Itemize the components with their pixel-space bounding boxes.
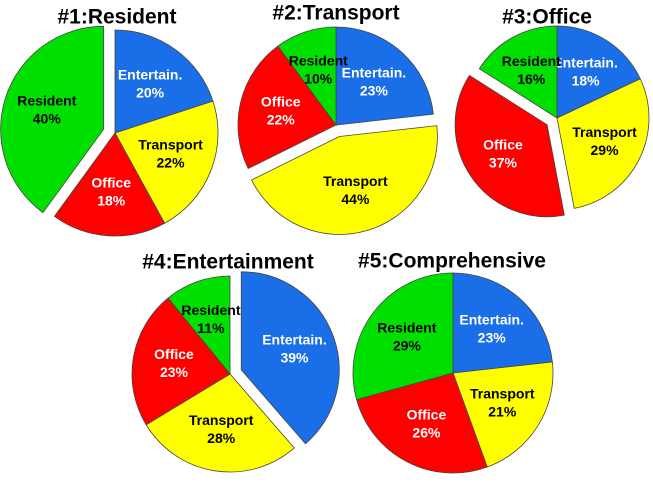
pie-slice <box>145 373 295 473</box>
pie-slice <box>556 25 641 119</box>
slice-value: 23% <box>478 329 507 345</box>
slice-label: Entertain. <box>262 332 327 348</box>
slice-label: Resident <box>181 302 240 318</box>
pie-slice <box>335 26 434 126</box>
pie-slice <box>0 25 104 214</box>
slice-value: 16% <box>517 71 546 87</box>
pie-slice <box>237 45 337 170</box>
slice-label: Resident <box>289 53 348 69</box>
pie-slice <box>114 29 214 134</box>
slice-label: Office <box>407 406 447 422</box>
slice-value: 22% <box>267 111 296 127</box>
slice-value: 29% <box>393 338 422 354</box>
slice-value: 23% <box>360 82 389 98</box>
slice-label: Entertain. <box>118 66 183 82</box>
pie-slice <box>240 271 340 445</box>
pie-slice <box>352 272 454 401</box>
pie-slice <box>251 125 438 235</box>
chart-title: #5:Comprehensive <box>358 250 546 273</box>
slice-label: Office <box>261 93 301 109</box>
slice-value: 11% <box>197 320 225 336</box>
slice-label: Entertain. <box>459 311 524 327</box>
slice-value: 37% <box>489 154 518 170</box>
slice-label: Transport <box>470 385 535 401</box>
pie-slice <box>452 272 553 374</box>
slice-label: Entertain. <box>553 55 618 71</box>
slice-label: Resident <box>502 53 561 69</box>
slice-label: Office <box>483 136 523 152</box>
slice-value: 29% <box>591 142 620 158</box>
pie-slice <box>356 372 488 474</box>
pie-slice <box>167 275 231 376</box>
slice-value: 28% <box>207 430 236 446</box>
slice-value: 44% <box>341 191 370 207</box>
slice-label: Transport <box>323 173 388 189</box>
slice-label: Resident <box>377 320 436 336</box>
slice-value: 18% <box>572 73 601 89</box>
slice-value: 10% <box>304 71 333 87</box>
slice-label: Entertain. <box>342 64 407 80</box>
pie-slice <box>478 25 558 119</box>
pie-slice <box>454 74 565 218</box>
slice-value: 26% <box>412 424 441 440</box>
slice-label: Office <box>91 174 131 190</box>
pie-slice <box>277 26 337 127</box>
pie-slice <box>131 297 231 426</box>
chart-title: #2:Transport <box>272 2 399 25</box>
slice-value: 22% <box>157 155 186 171</box>
slice-label: Resident <box>17 93 76 109</box>
slice-value: 20% <box>136 84 165 100</box>
pie-slice <box>53 132 166 237</box>
chart-title: #3:Office <box>502 6 592 29</box>
slice-value: 18% <box>97 192 126 208</box>
slice-label: Transport <box>572 124 637 140</box>
slice-value: 23% <box>160 364 189 380</box>
slice-label: Transport <box>189 412 254 428</box>
chart-title: #4:Entertainment <box>142 251 314 274</box>
slice-value: 39% <box>280 350 309 366</box>
pie-slice <box>556 78 650 209</box>
slice-label: Transport <box>138 137 203 153</box>
chart-title: #1:Resident <box>57 6 176 29</box>
slice-label: Office <box>154 346 194 362</box>
slice-value: 40% <box>33 111 62 127</box>
pie-slice <box>114 100 219 224</box>
slice-value: 21% <box>488 403 517 419</box>
